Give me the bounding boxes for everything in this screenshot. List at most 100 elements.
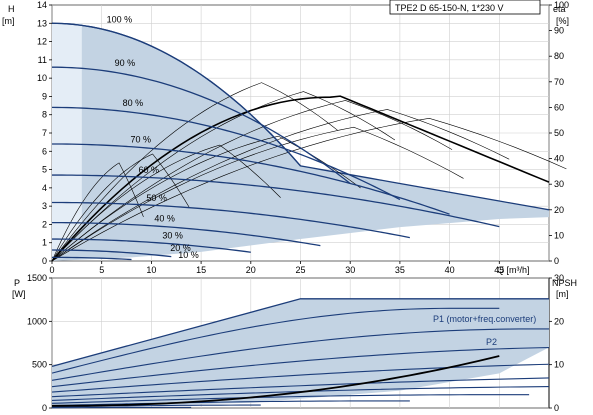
power-curve	[51, 328, 549, 381]
best-efficiency-curve	[51, 95, 550, 262]
speed-curve-label: 70 %	[131, 134, 152, 144]
upper-axes: 0 5 10 15 20 25 30 35 40 450123456789101112131401…	[37, 0, 569, 275]
lower-y-tick-label: 1500	[27, 273, 47, 283]
upper-x-tick-label: 45	[494, 265, 504, 275]
speed-curve	[51, 221, 321, 247]
model-box: TPE2 D 65-150-N, 1*230 V	[389, 0, 541, 15]
lower-power-area	[51, 298, 549, 408]
efficiency-curve	[51, 126, 464, 262]
power-curve	[51, 363, 550, 393]
lower-power-curves	[51, 307, 550, 409]
operating-area	[52, 23, 549, 261]
upper-y2-tick-label: 10	[554, 230, 564, 240]
upper-y2-tick-label: 60	[554, 102, 564, 112]
speed-curve	[51, 106, 401, 201]
model-label: TPE2 D 65-150-N, 1*230 V	[395, 3, 504, 13]
speed-curve-label: 60 %	[138, 165, 159, 175]
upper-x-tick-label: 10	[146, 265, 156, 275]
power-area-boundary	[51, 298, 549, 368]
speed-curve	[51, 238, 251, 253]
upper-y2-tick-label: 0	[554, 256, 559, 266]
power-curve	[51, 400, 410, 407]
lower-y-tick-label: 0	[42, 403, 47, 413]
upper-y-tick-label: 0	[42, 256, 47, 266]
efficiency-curve	[51, 162, 144, 262]
upper-y-tick-label: 7	[42, 128, 47, 138]
lower-y-tick-label: 500	[32, 360, 47, 370]
speed-curve-label: 40 %	[154, 214, 175, 224]
upper-y-tick-label: 2	[42, 219, 47, 229]
upper-x-tick-label: 30	[345, 265, 355, 275]
upper-y2-tick-label: 40	[554, 154, 564, 164]
speed-curve	[51, 22, 301, 167]
lower-y2-tick-label: 30	[554, 273, 564, 283]
power-curve	[51, 394, 530, 404]
upper-x-tick-label: 25	[295, 265, 305, 275]
speed-curve-label: 100 %	[107, 14, 133, 24]
efficiency-curve	[51, 100, 453, 262]
lower-y2-tick-label: 20	[554, 316, 564, 326]
upper-y-tick-label: 5	[42, 165, 47, 175]
upper-y2-tick-label: 50	[554, 128, 564, 138]
p1-series-label: P1 (motor+freq.converter)	[433, 314, 536, 324]
speed-curve-label: 20 %	[170, 243, 191, 253]
speed-curve-label: 30 %	[162, 230, 183, 240]
power-area	[52, 298, 549, 408]
upper-y-tick-label: 12	[37, 37, 47, 47]
speed-curve	[51, 256, 132, 261]
upper-y2-tick-label: 90	[554, 26, 564, 36]
lower-y2-tick-label: 0	[554, 403, 559, 413]
upper-x-tick-label: 0	[49, 265, 54, 275]
upper-y-tick-label: 1	[42, 238, 47, 248]
upper-y2-unit: [%]	[556, 16, 569, 26]
upper-x-tick-label: 35	[395, 265, 405, 275]
lower-y-title: P	[14, 278, 20, 288]
upper-y-tick-label: 8	[42, 110, 47, 120]
efficiency-curve	[51, 109, 510, 262]
upper-speed-curves: 100 % 90 % 80 % 70 % 60 % 50 % 40 % 30 % 20 %10 …	[51, 14, 500, 261]
speed-curve	[51, 249, 172, 258]
upper-y2-tick-label: 70	[554, 77, 564, 87]
npsh-curve	[51, 355, 500, 407]
speed-curve	[51, 143, 450, 215]
upper-y-tick-label: 11	[38, 55, 47, 65]
upper-y2-title: eta	[553, 4, 566, 14]
speed-curve-label: 90 %	[115, 58, 136, 68]
speed-curve-label: 10 %	[178, 250, 199, 260]
upper-y-tick-label: 3	[42, 201, 47, 211]
upper-x-tick-label: 15	[196, 265, 206, 275]
upper-y-tick-label: 14	[37, 0, 47, 10]
lower-y2-tick-label: 10	[554, 360, 564, 370]
upper-y-tick-label: 10	[37, 73, 47, 83]
upper-y2-tick-label: 30	[554, 179, 564, 189]
efficiency-curve	[51, 82, 338, 262]
model-box-frame	[389, 0, 541, 15]
power-curve	[51, 377, 550, 398]
efficiency-curve	[51, 91, 396, 262]
upper-x-tick-label: 5	[99, 265, 104, 275]
upper-y2-tick-label: 80	[554, 51, 564, 61]
speed-curve	[51, 66, 351, 184]
upper-y-title: H	[8, 4, 15, 14]
upper-x-title: Q [m³/h]	[497, 265, 530, 275]
lower-y-unit: [W]	[12, 289, 26, 299]
upper-y-tick-label: 13	[37, 18, 47, 28]
upper-y-tick-label: 9	[42, 91, 47, 101]
upper-y-tick-label: 4	[42, 183, 47, 193]
lower-y-tick-label: 1000	[27, 316, 47, 326]
upper-y-unit: [m]	[2, 16, 15, 26]
upper-y2-tick-label: 100	[554, 0, 569, 10]
speed-curve-label: 50 %	[146, 193, 167, 203]
power-curve	[51, 347, 550, 388]
upper-y-tick-label: 6	[42, 146, 47, 156]
upper-x-tick-label: 20	[246, 265, 256, 275]
efficiency-curve	[51, 153, 190, 262]
power-curve	[51, 307, 500, 374]
minimum-flow-area	[52, 23, 82, 261]
upper-y2-tick-label: 20	[554, 205, 564, 215]
efficiency-curve	[51, 118, 567, 262]
speed-curve	[51, 201, 410, 239]
lower-axes: 0 500 1000 1500 0 10 20 30	[27, 273, 564, 413]
speed-curve	[51, 174, 500, 228]
